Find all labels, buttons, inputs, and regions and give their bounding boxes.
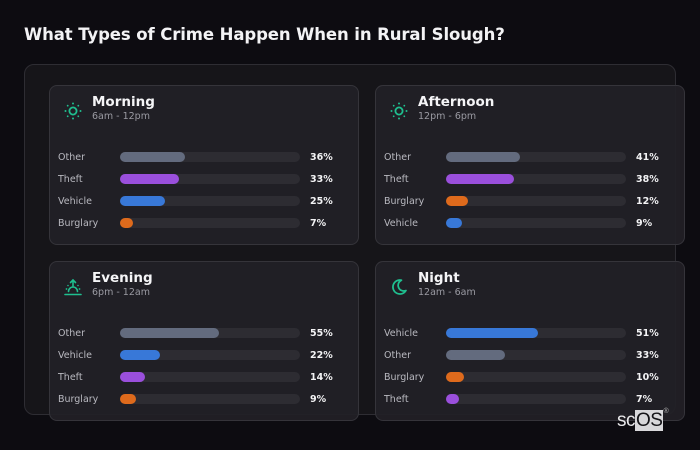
sunset-icon (62, 276, 84, 298)
bar-row: Theft 14% (58, 366, 348, 388)
card-time-range: 12pm - 6pm (418, 111, 477, 122)
bar-track (120, 152, 300, 162)
category-label: Burglary (384, 371, 425, 383)
bar-track (446, 350, 626, 360)
category-label: Other (58, 151, 85, 163)
bar-track (120, 372, 300, 382)
bar-track (446, 152, 626, 162)
bar-fill (446, 218, 463, 228)
bar-fill (446, 394, 459, 404)
card-afternoon: Afternoon 12pm - 6pm Other 41% Theft 38% Bur… (375, 85, 685, 245)
bar-row: Vehicle 22% (58, 344, 348, 366)
bar-track (120, 350, 300, 360)
bar-row: Burglary 10% (384, 366, 674, 388)
moon-icon (388, 276, 410, 298)
page-title: What Types of Crime Happen When in Rural… (24, 25, 505, 44)
scos-logo: scOS® (617, 408, 669, 431)
bar-fill (120, 328, 219, 338)
bar-fill (446, 196, 468, 206)
percent-value: 33% (636, 349, 659, 361)
bar-fill (446, 372, 464, 382)
bar-row: Vehicle 51% (384, 322, 674, 344)
percent-value: 33% (310, 173, 333, 185)
bar-fill (446, 174, 515, 184)
bar-track (446, 218, 626, 228)
bar-row: Other 36% (58, 146, 348, 168)
bar-fill (120, 152, 185, 162)
bar-track (120, 174, 300, 184)
card-title: Afternoon (418, 94, 495, 110)
sun-icon (62, 100, 84, 122)
percent-value: 10% (636, 371, 659, 383)
category-label: Theft (384, 173, 409, 185)
bar-row: Theft 38% (384, 168, 674, 190)
bar-row: Other 41% (384, 146, 674, 168)
category-label: Vehicle (58, 195, 92, 207)
percent-value: 9% (310, 393, 327, 405)
bar-track (120, 196, 300, 206)
percent-value: 12% (636, 195, 659, 207)
percent-value: 22% (310, 349, 333, 361)
bar-row: Vehicle 9% (384, 212, 674, 234)
category-label: Other (384, 151, 411, 163)
bar-fill (120, 394, 137, 404)
bar-track (446, 328, 626, 338)
category-label: Burglary (58, 217, 99, 229)
category-label: Theft (58, 371, 83, 383)
percent-value: 7% (636, 393, 653, 405)
card-evening: Evening 6pm - 12am Other 55% Vehicle 22% The… (49, 261, 359, 421)
bar-fill (120, 372, 146, 382)
card-night: Night 12am - 6am Vehicle 51% Other 33% Burgl… (375, 261, 685, 421)
percent-value: 7% (310, 217, 327, 229)
sun-icon (388, 100, 410, 122)
category-label: Vehicle (384, 217, 418, 229)
bar-track (120, 218, 300, 228)
bar-track (120, 328, 300, 338)
bar-row: Other 33% (384, 344, 674, 366)
card-time-range: 12am - 6am (418, 287, 476, 298)
bar-track (446, 174, 626, 184)
bar-fill (120, 174, 180, 184)
category-label: Theft (384, 393, 409, 405)
bar-fill (446, 350, 506, 360)
bar-track (120, 394, 300, 404)
bar-track (446, 372, 626, 382)
category-label: Vehicle (58, 349, 92, 361)
category-label: Theft (58, 173, 83, 185)
bar-fill (446, 328, 538, 338)
bar-row: Vehicle 25% (58, 190, 348, 212)
bar-row: Theft 33% (58, 168, 348, 190)
card-title: Night (418, 270, 460, 286)
percent-value: 9% (636, 217, 653, 229)
bar-row: Burglary 7% (58, 212, 348, 234)
bar-fill (446, 152, 520, 162)
percent-value: 25% (310, 195, 333, 207)
category-label: Burglary (384, 195, 425, 207)
bar-row: Burglary 12% (384, 190, 674, 212)
bar-row: Other 55% (58, 322, 348, 344)
category-label: Other (384, 349, 411, 361)
bar-row: Burglary 9% (58, 388, 348, 410)
percent-value: 38% (636, 173, 659, 185)
category-label: Vehicle (384, 327, 418, 339)
bar-fill (120, 218, 133, 228)
bar-fill (120, 350, 160, 360)
card-morning: Morning 6am - 12pm Other 36% Theft 33% Vehic… (49, 85, 359, 245)
category-label: Other (58, 327, 85, 339)
percent-value: 14% (310, 371, 333, 383)
card-time-range: 6pm - 12am (92, 287, 150, 298)
bar-track (446, 196, 626, 206)
bar-fill (120, 196, 165, 206)
bar-track (446, 394, 626, 404)
percent-value: 55% (310, 327, 333, 339)
bar-row: Theft 7% (384, 388, 674, 410)
percent-value: 41% (636, 151, 659, 163)
card-title: Morning (92, 94, 155, 110)
card-time-range: 6am - 12pm (92, 111, 150, 122)
percent-value: 51% (636, 327, 659, 339)
category-label: Burglary (58, 393, 99, 405)
percent-value: 36% (310, 151, 333, 163)
card-title: Evening (92, 270, 153, 286)
